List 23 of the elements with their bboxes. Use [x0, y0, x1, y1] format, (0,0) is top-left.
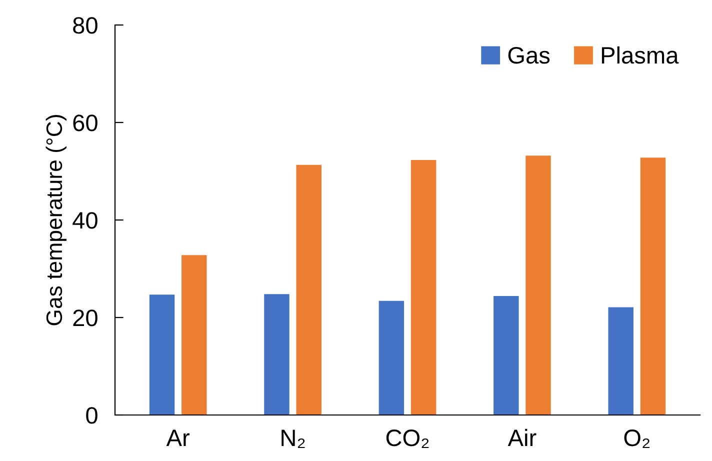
y-tick-label: 0 [86, 407, 98, 424]
bar [264, 294, 290, 415]
x-tick-label: O₂ [624, 430, 650, 448]
y-tick-label: 60 [73, 114, 98, 132]
bar [410, 160, 436, 415]
bar [149, 294, 175, 415]
bar [526, 156, 551, 415]
x-tick-label: Ar [166, 430, 190, 446]
y-axis-title: Gas temperature (°C) [46, 115, 67, 326]
legend-label: Gas [508, 47, 550, 64]
bar [494, 296, 519, 415]
x-tick-label: Air [508, 428, 536, 446]
x-tick-label: N₂ [282, 430, 305, 448]
y-tick-label: 40 [72, 212, 98, 229]
bar [378, 300, 404, 415]
bar [608, 307, 634, 415]
y-tick-label: 80 [73, 17, 98, 34]
x-tick-label: CO₂ [386, 430, 429, 448]
bar [296, 164, 322, 415]
bar [182, 255, 207, 415]
legend-label: Plasma [602, 46, 679, 64]
y-tick-label: 20 [73, 310, 98, 326]
bar [640, 158, 666, 415]
